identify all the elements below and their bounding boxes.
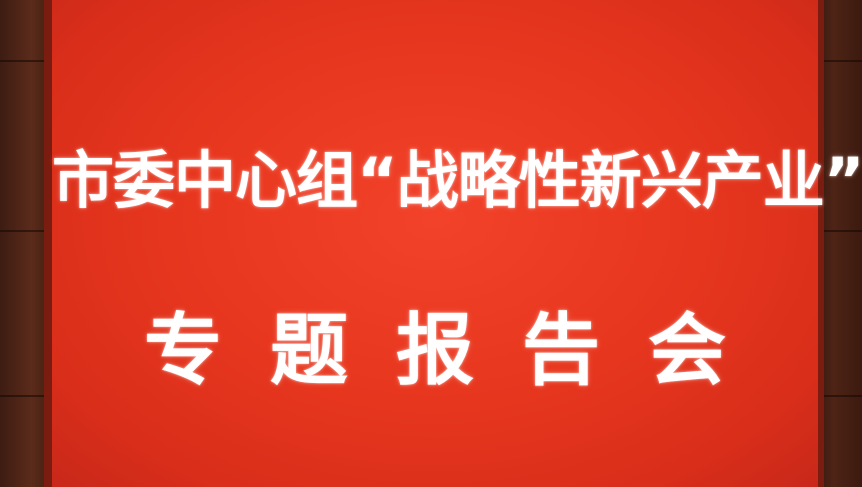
- panel-seam: [0, 395, 52, 397]
- panel-seam: [810, 60, 862, 62]
- panel-seam: [810, 230, 862, 232]
- panel-seam: [0, 60, 52, 62]
- wood-panel-left: [0, 0, 52, 487]
- banner-subtitle: 专题报告会: [143, 306, 774, 396]
- panel-seam: [0, 230, 52, 232]
- panel-seam: [810, 395, 862, 397]
- projection-screen: 市委中心组“战略性新兴产业” 专题报告会: [52, 0, 862, 487]
- banner-title: 市委中心组“战略性新兴产业”: [52, 144, 862, 217]
